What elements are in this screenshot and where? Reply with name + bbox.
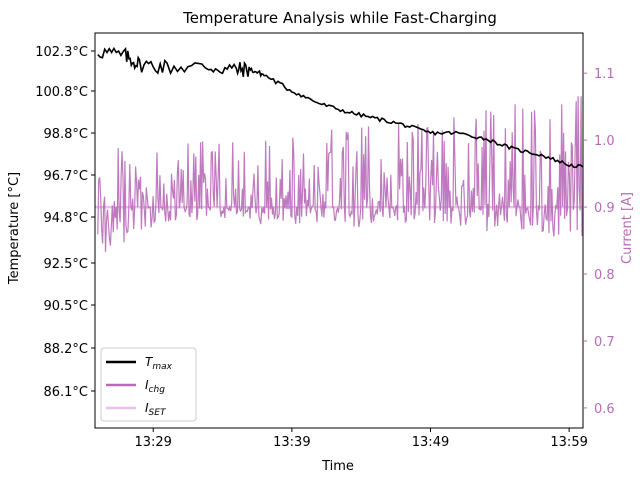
y-left-tick-label: 100.8°C bbox=[35, 85, 88, 100]
legend-label-main: T bbox=[145, 355, 154, 369]
tmax-line bbox=[97, 46, 583, 169]
y-left-tick-label: 88.2°C bbox=[43, 342, 88, 357]
legend-label-sub: SET bbox=[149, 408, 167, 418]
legend-box bbox=[100, 347, 197, 422]
y-left-tick-label: 102.3°C bbox=[35, 45, 88, 60]
legend-label-sub: chg bbox=[149, 385, 166, 395]
legend-label: ISET bbox=[145, 401, 167, 418]
y-left-tick-label: 94.8°C bbox=[43, 211, 88, 226]
x-tick-label: 13:59 bbox=[550, 435, 587, 450]
y-right-tick-label: 1.0 bbox=[594, 134, 615, 149]
x-tick-label: 13:39 bbox=[273, 435, 310, 450]
legend-label-main: I bbox=[145, 401, 149, 415]
plot-area: 13:2913:3913:4913:5914:0914:1914:29102.3… bbox=[35, 32, 615, 450]
y-left-tick-label: 96.7°C bbox=[43, 169, 88, 184]
x-tick-label: 13:49 bbox=[412, 435, 449, 450]
y-axis-left-title: Temperature [°C] bbox=[7, 172, 22, 285]
y-right-tick-label: 0.7 bbox=[594, 335, 615, 350]
chart-title: Temperature Analysis while Fast-Charging bbox=[182, 9, 497, 27]
y-right-tick-label: 1.1 bbox=[594, 67, 615, 82]
series-layer bbox=[95, 46, 583, 252]
y-right-tick-label: 0.8 bbox=[594, 268, 615, 283]
y-left-tick-label: 98.8°C bbox=[43, 127, 88, 142]
legend-label-sub: max bbox=[152, 362, 172, 372]
y-axis-right-title: Current [A] bbox=[620, 192, 635, 264]
y-left-tick-label: 90.5°C bbox=[43, 299, 88, 314]
legend-label-main: I bbox=[145, 378, 149, 392]
y-left-tick-label: 92.5°C bbox=[43, 257, 88, 272]
x-tick-label: 13:29 bbox=[134, 435, 171, 450]
x-axis-title: Time bbox=[321, 459, 354, 474]
plot-frame bbox=[94, 32, 584, 429]
legend-label: Ichg bbox=[145, 378, 165, 395]
ichg-line bbox=[97, 96, 583, 252]
y-left-tick-label: 86.1°C bbox=[43, 385, 88, 400]
y-right-tick-label: 0.9 bbox=[594, 201, 615, 216]
y-right-tick-label: 0.6 bbox=[594, 402, 615, 417]
legend-label: Tmax bbox=[145, 355, 173, 372]
